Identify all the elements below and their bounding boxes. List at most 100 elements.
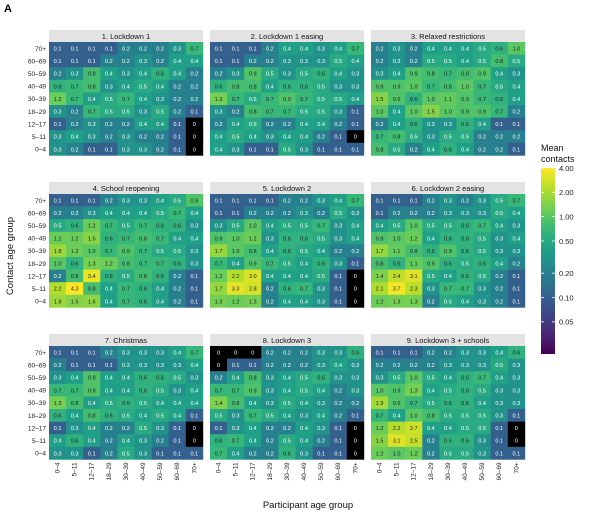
heatmap-cell	[346, 231, 365, 245]
heatmap-cell	[388, 79, 406, 93]
heatmap-cell	[278, 67, 296, 81]
cell-value-label: 0.1	[351, 262, 359, 268]
cell-value-label: 1.2	[376, 426, 384, 432]
cell-value-label: 0.7	[215, 388, 223, 394]
heatmap-cell	[117, 383, 135, 397]
heatmap-cell	[151, 257, 169, 270]
heatmap-cell	[168, 294, 187, 308]
x-tick-label: 12–17	[89, 462, 96, 480]
heatmap-cell	[422, 105, 440, 118]
cell-value-label: 0.2	[283, 211, 291, 217]
heatmap-cell	[405, 383, 423, 397]
heatmap-cell	[329, 194, 348, 207]
cell-value-label: 0.1	[156, 451, 164, 457]
cell-value-label: 0.4	[88, 97, 96, 103]
cell-value-label: 0.4	[444, 376, 452, 382]
heatmap-cell	[185, 257, 204, 270]
cell-value-label: 0.4	[351, 224, 359, 230]
cell-value-label: 0.2	[266, 287, 274, 293]
cell-value-label: 0.4	[122, 388, 130, 394]
heatmap-cell	[456, 409, 474, 422]
heatmap-cell	[227, 117, 245, 131]
cell-value-label: 0.5	[495, 84, 503, 90]
y-tick-label: 5–11	[32, 438, 46, 445]
heatmap-cell	[151, 396, 169, 410]
heatmap-cell	[439, 79, 457, 93]
cell-value-label: 0.6	[300, 84, 308, 90]
heatmap-cell	[117, 130, 135, 144]
heatmap-cell	[151, 383, 169, 397]
cell-value-label: 0.3	[266, 135, 274, 141]
heatmap-cell	[405, 346, 423, 359]
cell-value-label: 0.1	[173, 122, 181, 128]
y-tick-label: 30–39	[28, 248, 46, 255]
cell-value-label: 0.6	[283, 236, 291, 242]
cell-value-label: 0.3	[495, 236, 503, 242]
heatmap-cell	[371, 105, 389, 118]
cell-value-label: 2.1	[376, 287, 384, 293]
cell-value-label: 0.6	[54, 414, 62, 420]
y-tick-label: 50–59	[28, 223, 46, 230]
heatmap-cell	[507, 383, 526, 397]
heatmap-cell	[405, 130, 423, 144]
cell-value-label: 0.3	[478, 299, 486, 305]
x-tick-label: 12–17	[250, 462, 257, 480]
heatmap-cell	[244, 244, 262, 258]
cell-value-label: 0.6	[139, 287, 147, 293]
cell-value-label: 0.5	[461, 262, 469, 268]
cell-value-label: 0.6	[105, 236, 113, 242]
cell-value-label: 0.7	[478, 84, 486, 90]
cell-value-label: 0.4	[139, 97, 147, 103]
cell-value-label: 0.5	[495, 363, 503, 369]
cell-value-label: 0.9	[249, 262, 257, 268]
heatmap-cell	[295, 294, 313, 308]
cell-value-label: 1.5	[376, 97, 384, 103]
heatmap-cell	[490, 383, 509, 397]
heatmap-cell	[312, 383, 330, 397]
cell-value-label: 0.5	[105, 97, 113, 103]
cell-value-label: 0.5	[300, 376, 308, 382]
x-tick-label: 70+	[191, 462, 198, 473]
heatmap-cell	[134, 421, 152, 435]
heatmap-cell	[371, 42, 389, 55]
heatmap-cell	[100, 117, 118, 131]
cell-value-label: 0.7	[71, 97, 79, 103]
cell-value-label: 0.4	[232, 262, 240, 268]
cell-value-label: 0.3	[495, 401, 503, 407]
cell-value-label: 0.1	[266, 147, 274, 153]
heatmap-cell	[49, 142, 67, 156]
heatmap-cell	[117, 42, 135, 55]
cell-value-label: 0.3	[232, 72, 240, 78]
heatmap-cell	[346, 130, 365, 144]
heatmap-cell	[168, 371, 187, 385]
heatmap-cell	[134, 117, 152, 131]
cell-value-label: 0.4	[495, 351, 503, 357]
heatmap-cell	[134, 383, 152, 397]
cell-value-label: 2.5	[410, 439, 418, 445]
cell-value-label: 0.2	[249, 211, 257, 217]
cell-value-label: 0.5	[427, 274, 435, 280]
cell-value-label: 0.6	[300, 236, 308, 242]
cell-value-label: 0.6	[317, 262, 325, 268]
cell-value-label: 0.6	[71, 262, 79, 268]
cell-value-label: 1.2	[410, 236, 418, 242]
heatmap-cell	[100, 244, 118, 258]
heatmap-cell	[490, 142, 509, 156]
heatmap-cell	[405, 67, 423, 81]
heatmap-cell	[439, 294, 457, 308]
cell-value-label: 0.2	[334, 414, 342, 420]
heatmap-cell	[278, 194, 296, 207]
cell-value-label: 0.3	[300, 451, 308, 457]
cell-value-label: 3.3	[232, 287, 240, 293]
heatmap-cell	[117, 79, 135, 93]
cell-value-label: 0.8	[88, 72, 96, 78]
cell-value-label: 0.4	[393, 72, 401, 78]
heatmap-cell	[168, 383, 187, 397]
cell-value-label: 1.0	[232, 249, 240, 255]
heatmap-cell	[100, 282, 118, 296]
cell-value-label: 0.3	[122, 351, 130, 357]
cell-value-label: 0.4	[495, 262, 503, 268]
cell-value-label: 0.6	[393, 262, 401, 268]
cell-value-label: 0.2	[512, 135, 520, 141]
